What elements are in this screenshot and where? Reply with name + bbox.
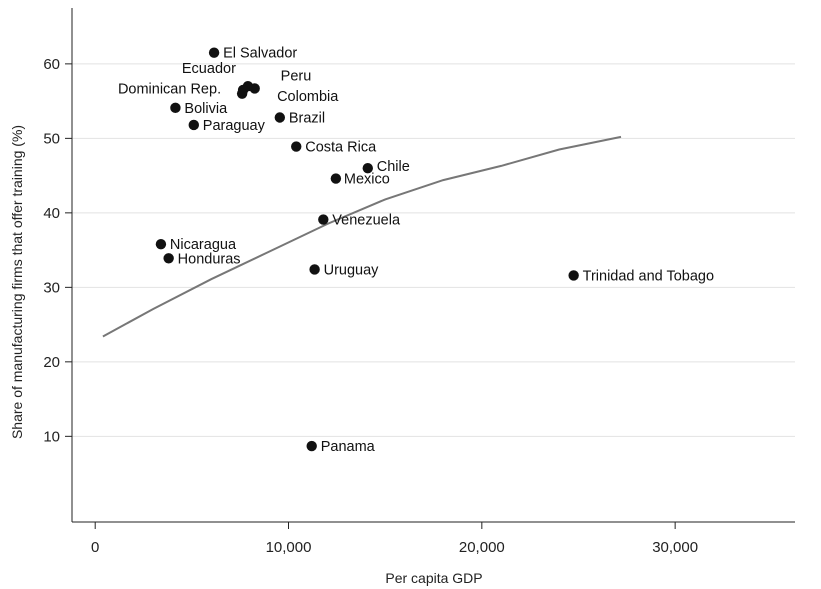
y-tick-label: 50 [43,130,60,147]
y-tick-label: 10 [43,428,60,445]
fit-line [102,135,622,338]
point-label: Bolivia [184,101,228,117]
point-label: Trinidad and Tobago [583,268,714,284]
point-label: Chile [377,159,410,175]
data-point [155,238,167,250]
point-label: Peru [281,68,312,84]
point-label: Colombia [277,89,339,105]
point-label: Dominican Rep. [118,82,221,98]
point-label: Ecuador [182,61,236,77]
y-tick-label: 30 [43,279,60,296]
grid-lines [72,63,795,437]
point-label: Uruguay [324,262,380,278]
x-tick-label: 30,000 [652,539,698,556]
point-label: Costa Rica [305,140,377,156]
point-label: El Salvador [223,46,297,62]
data-point [170,102,181,114]
data-point [291,141,302,152]
data-point [330,173,342,184]
y-tick-label: 40 [43,205,60,222]
point-label: Venezuela [332,213,401,229]
data-point [274,112,286,123]
point-label: Brazil [289,111,325,127]
x-tick-label: 10,000 [266,539,312,556]
x-axis-title: Per capita GDP [385,570,482,586]
data-point [318,214,329,225]
point-label: Paraguay [203,118,266,134]
x-tick-label: 0 [91,539,99,556]
point-label: Panama [321,439,376,455]
data-point [208,47,220,58]
axes: 10 20 30 40 50 60 0 10,000 20,000 30,000 [43,8,795,556]
y-tick-label: 60 [43,56,60,73]
y-tick-label: 20 [43,354,60,371]
data-points [155,47,579,452]
point-label: Mexico [344,172,390,188]
point-label: Honduras [178,251,241,267]
y-axis-title: Share of manufacturing firms that offer … [9,125,25,439]
fit-curve [102,135,622,338]
data-point [568,270,579,281]
x-tick-label: 20,000 [459,539,505,556]
point-label: Nicaragua [170,237,237,253]
data-point [362,162,373,174]
data-point [163,253,174,264]
data-point [309,264,320,275]
data-point [249,83,260,94]
data-point [306,440,317,452]
data-point [236,88,248,99]
data-point [188,119,199,131]
